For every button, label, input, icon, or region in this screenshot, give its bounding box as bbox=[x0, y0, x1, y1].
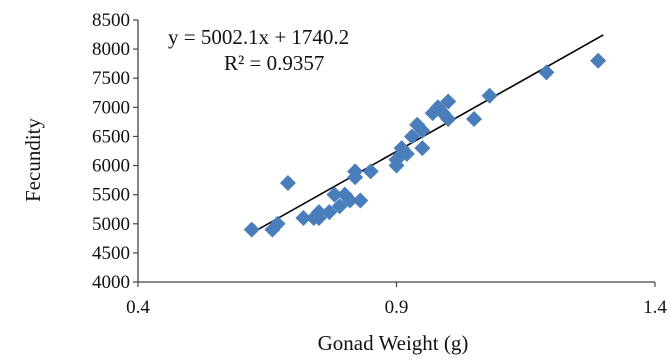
x-tick-label: 1.4 bbox=[643, 297, 667, 318]
data-point bbox=[440, 93, 457, 110]
y-tick-label: 7500 bbox=[92, 68, 130, 89]
data-point bbox=[590, 52, 607, 69]
r-squared-label: R² = 0.9357 bbox=[224, 51, 324, 75]
data-point bbox=[414, 122, 431, 139]
data-point bbox=[279, 175, 296, 192]
y-tick-label: 6000 bbox=[92, 156, 130, 177]
y-tick-label: 4500 bbox=[92, 243, 130, 264]
x-tick-label: 0.4 bbox=[126, 297, 150, 318]
x-tick-label: 0.9 bbox=[385, 297, 409, 318]
data-point bbox=[341, 192, 358, 209]
data-point bbox=[414, 140, 431, 157]
x-axis-title: Gonad Weight (g) bbox=[318, 331, 469, 355]
data-point bbox=[440, 110, 457, 127]
data-point bbox=[347, 163, 364, 180]
trendline-equation: y = 5002.1x + 1740.2 bbox=[168, 25, 349, 49]
data-point bbox=[321, 204, 338, 221]
data-point bbox=[243, 221, 260, 238]
data-point bbox=[481, 87, 498, 104]
data-point bbox=[310, 209, 327, 226]
data-point bbox=[466, 110, 483, 127]
tick-labels: 4000 4500 5000 5500 6000 6500 7000 7500 8000 8500… bbox=[92, 10, 667, 318]
data-point bbox=[331, 198, 348, 215]
y-tick-label: 5000 bbox=[92, 214, 130, 235]
data-point bbox=[269, 215, 286, 232]
data-point bbox=[352, 192, 369, 209]
y-axis-title: Fecundity bbox=[21, 118, 45, 202]
y-tick-label: 4000 bbox=[92, 272, 130, 293]
data-point bbox=[538, 64, 555, 81]
data-point bbox=[404, 128, 421, 145]
y-tick-label: 8500 bbox=[92, 10, 130, 31]
y-tick-label: 7000 bbox=[92, 97, 130, 118]
data-point bbox=[362, 163, 379, 180]
y-tick-label: 6500 bbox=[92, 126, 130, 147]
data-points bbox=[243, 52, 607, 238]
data-point bbox=[326, 186, 343, 203]
y-tick-label: 8000 bbox=[92, 39, 130, 60]
y-tick-label: 5500 bbox=[92, 185, 130, 206]
data-point bbox=[398, 145, 415, 162]
data-point bbox=[295, 209, 312, 226]
